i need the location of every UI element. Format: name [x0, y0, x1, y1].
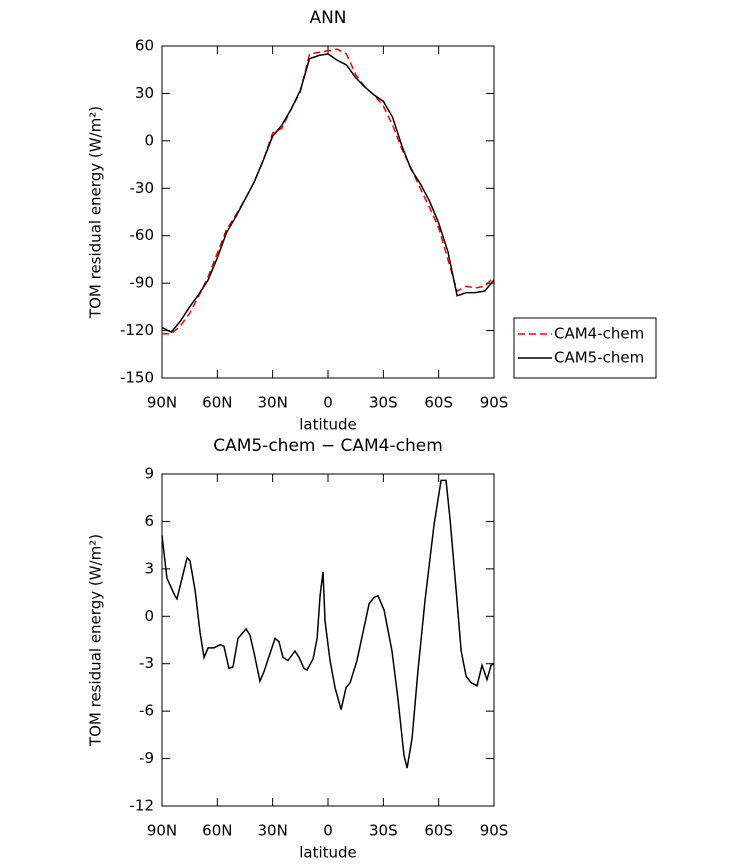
y-tick-label: 9	[144, 465, 154, 483]
y-tick-label: 6	[144, 512, 154, 530]
x-axis-label: latitude	[299, 416, 357, 434]
x-tick-label: 90N	[147, 822, 177, 840]
y-axis-label: TOM residual energy (W/m²)	[87, 534, 105, 747]
y-tick-label: 30	[135, 84, 154, 102]
x-axis-label: latitude	[299, 844, 357, 862]
x-tick-label: 60S	[424, 394, 453, 412]
x-tick-label: 30N	[258, 822, 288, 840]
y-tick-label: -3	[139, 654, 154, 672]
x-tick-label: 90N	[147, 394, 177, 412]
x-tick-label: 60S	[424, 822, 453, 840]
data-line	[162, 48, 495, 335]
x-tick-label: 0	[323, 822, 333, 840]
y-tick-label: 60	[135, 37, 154, 55]
x-tick-label: 30N	[258, 394, 288, 412]
x-tick-label: 60N	[202, 394, 232, 412]
y-tick-label: -6	[139, 702, 154, 720]
x-tick-label: 30S	[369, 394, 398, 412]
legend-box	[513, 317, 657, 379]
chart-title: CAM5-chem − CAM4-chem	[213, 436, 443, 456]
y-tick-label: -60	[130, 226, 155, 244]
x-tick-label: 0	[323, 394, 333, 412]
y-tick-label: -12	[130, 797, 155, 815]
y-tick-label: -120	[120, 321, 154, 339]
x-tick-label: 30S	[369, 822, 398, 840]
y-tick-label: -9	[139, 749, 154, 767]
data-line	[161, 53, 495, 334]
y-axis-label: TOM residual energy (W/m²)	[87, 106, 105, 319]
x-tick-label: 60N	[202, 822, 232, 840]
y-tick-label: 0	[144, 131, 154, 149]
legend-label: CAM5-chem	[554, 349, 644, 367]
y-tick-label: 0	[144, 607, 154, 625]
x-tick-label: 90S	[480, 822, 509, 840]
x-tick-label: 90S	[480, 394, 509, 412]
plot-frame	[161, 45, 495, 379]
data-line	[161, 479, 495, 769]
y-tick-label: 3	[144, 559, 154, 577]
plot-frame	[161, 473, 495, 807]
y-tick-label: -30	[130, 179, 155, 197]
y-tick-label: -150	[120, 369, 154, 387]
y-tick-label: -90	[130, 274, 155, 292]
chart-title: ANN	[309, 8, 346, 28]
legend-label: CAM4-chem	[554, 325, 644, 343]
